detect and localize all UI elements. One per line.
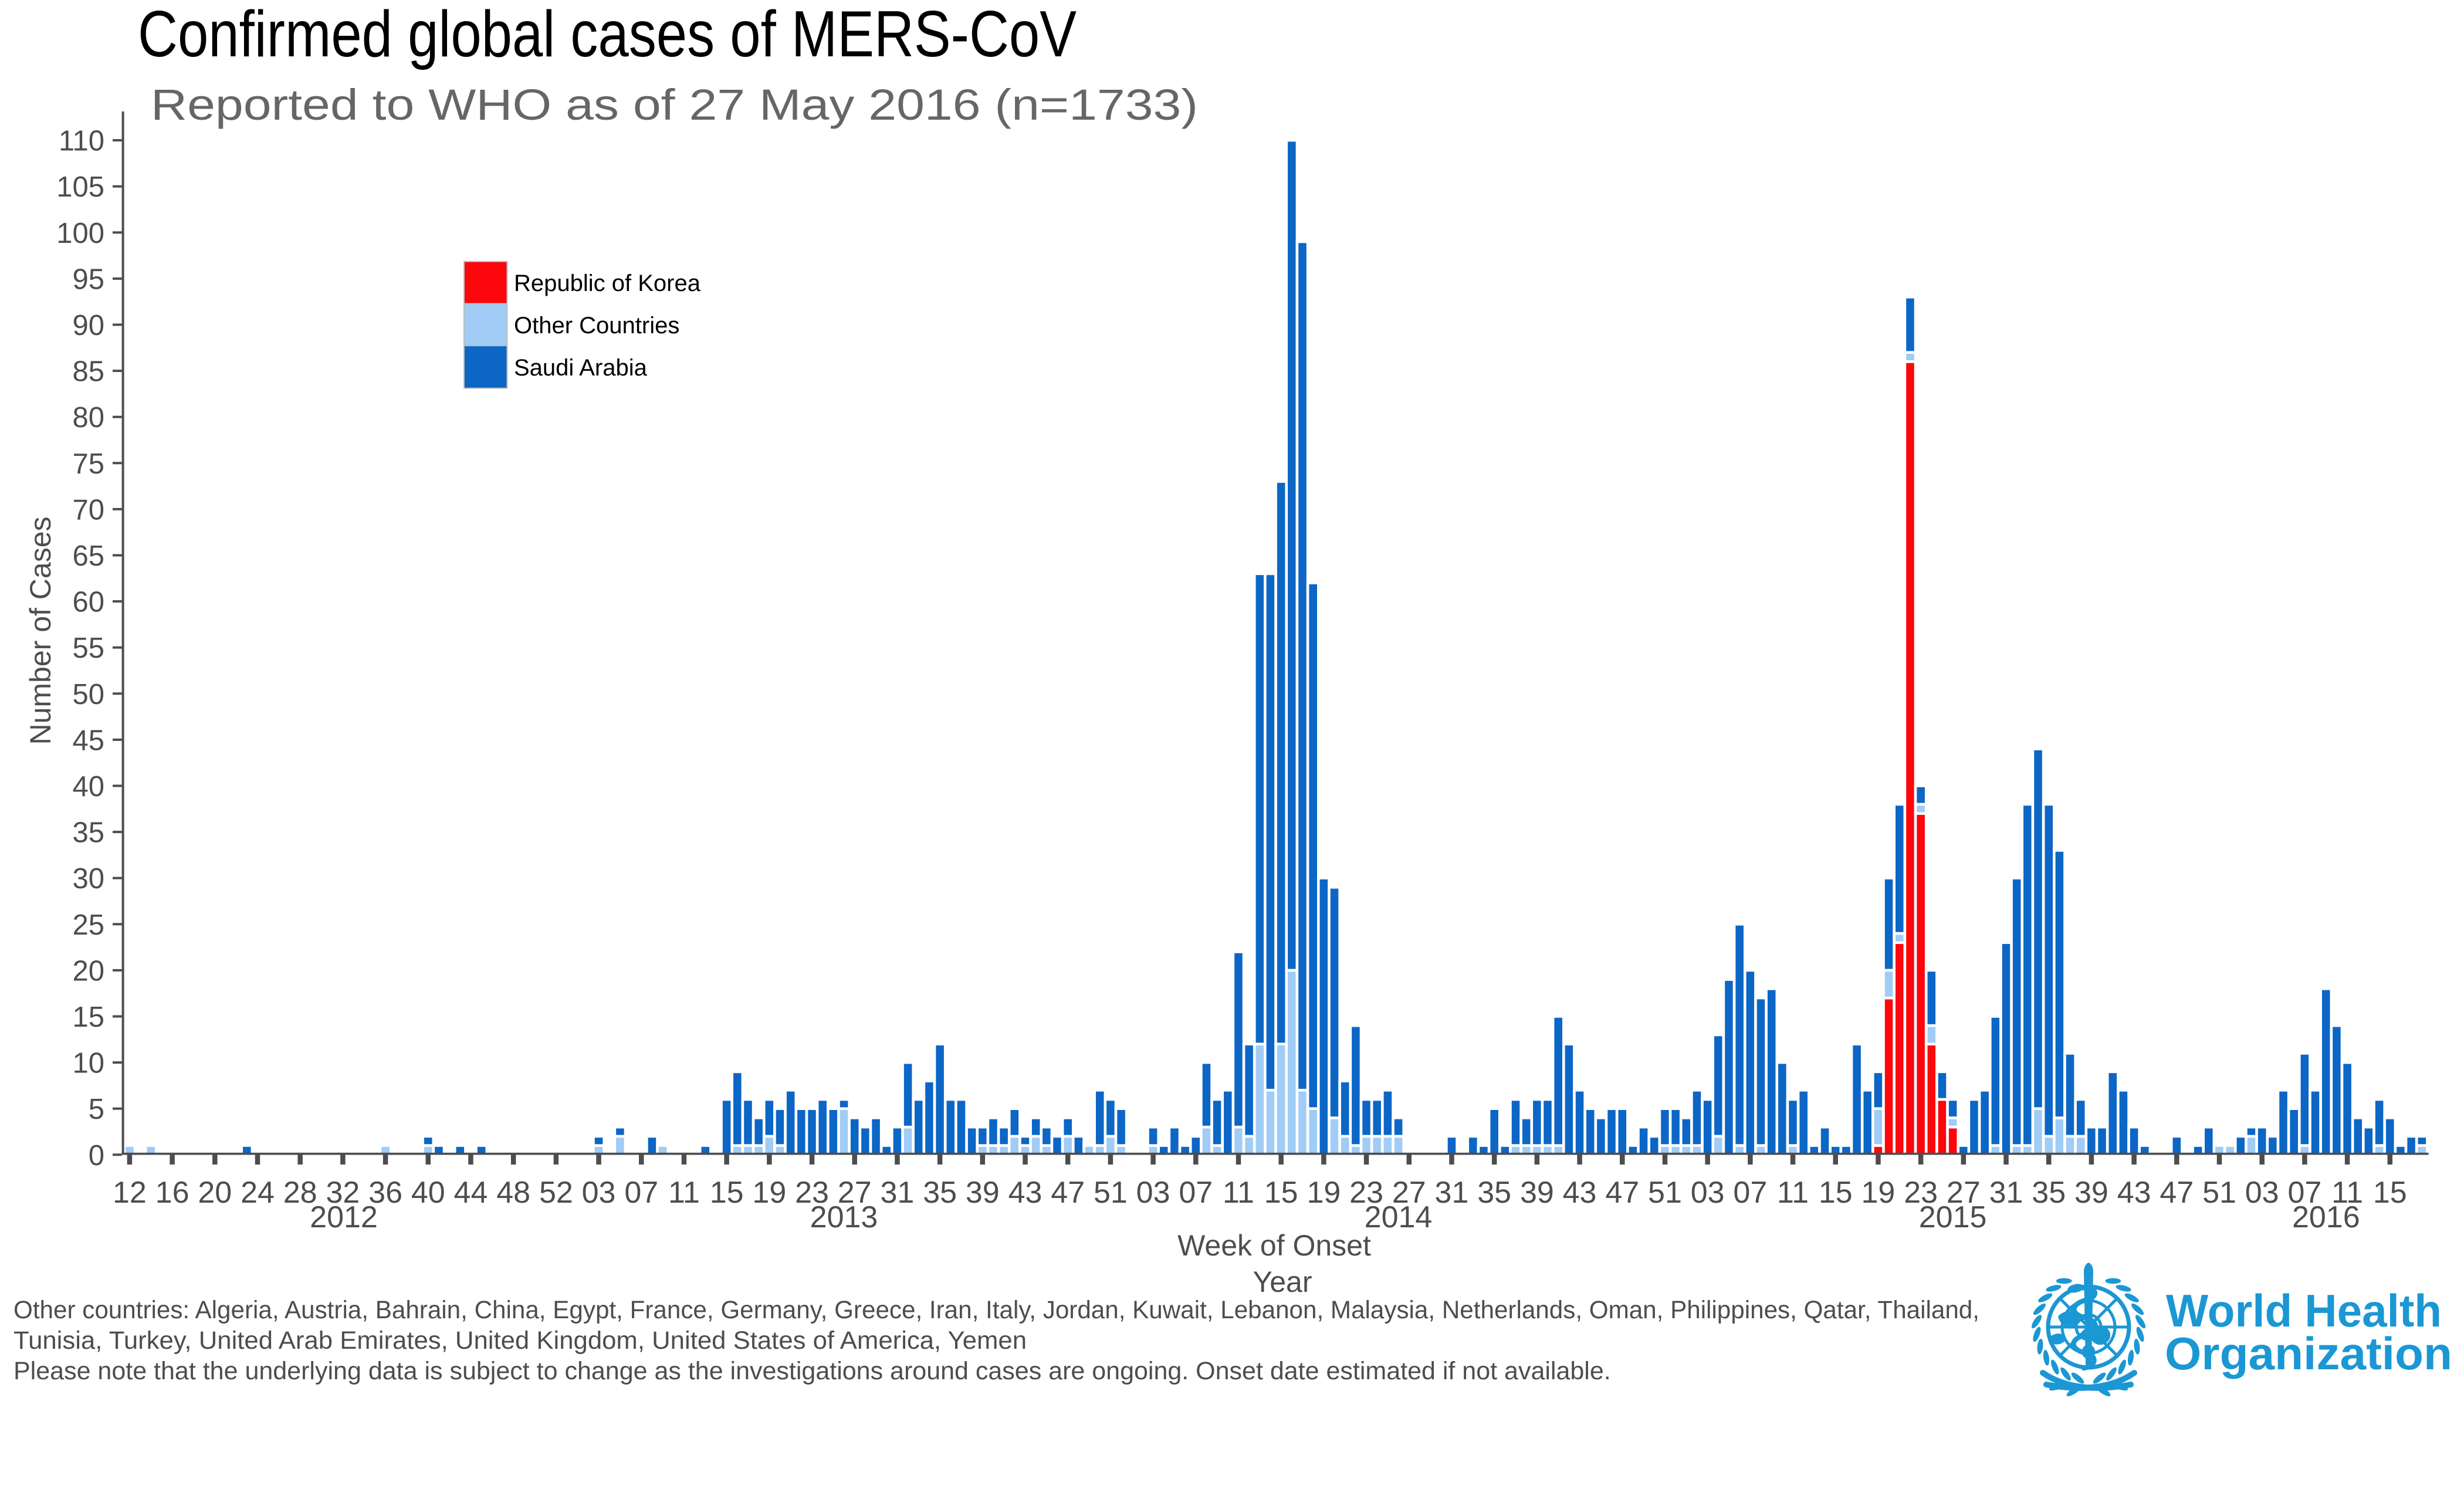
svg-text:07: 07 — [1179, 1176, 1213, 1210]
svg-text:11: 11 — [668, 1176, 700, 1210]
svg-text:03: 03 — [1136, 1176, 1170, 1210]
svg-text:65: 65 — [72, 540, 104, 572]
svg-text:15: 15 — [1819, 1176, 1853, 1210]
svg-text:27: 27 — [1392, 1176, 1426, 1210]
svg-text:19: 19 — [1307, 1176, 1341, 1210]
svg-text:19: 19 — [1861, 1176, 1896, 1210]
svg-text:55: 55 — [72, 632, 104, 664]
svg-text:51: 51 — [1094, 1176, 1128, 1210]
svg-text:23: 23 — [795, 1176, 829, 1210]
svg-text:15: 15 — [1264, 1176, 1298, 1210]
svg-text:35: 35 — [1477, 1176, 1511, 1210]
svg-text:11: 11 — [1223, 1176, 1254, 1210]
svg-text:10: 10 — [72, 1048, 104, 1079]
svg-text:48: 48 — [496, 1176, 530, 1210]
svg-text:15: 15 — [2373, 1176, 2407, 1210]
svg-text:Reported to WHO as of 27 May 2: Reported to WHO as of 27 May 2016 (n=173… — [151, 80, 1198, 129]
svg-text:2014: 2014 — [1365, 1200, 1433, 1234]
svg-text:2015: 2015 — [1919, 1200, 1987, 1234]
svg-text:Other countries: Algeria, Aust: Other countries: Algeria, Austria, Bahra… — [13, 1296, 1979, 1324]
svg-text:Number of Cases: Number of Cases — [24, 516, 57, 744]
svg-text:Week of Onset: Week of Onset — [1177, 1229, 1371, 1262]
svg-text:47: 47 — [1051, 1176, 1085, 1210]
svg-text:105: 105 — [56, 171, 104, 203]
svg-text:Please note that the underlyin: Please note that the underlying data is … — [13, 1357, 1611, 1385]
svg-text:19: 19 — [752, 1176, 786, 1210]
svg-text:20: 20 — [198, 1176, 232, 1210]
svg-text:39: 39 — [966, 1176, 1000, 1210]
svg-text:11: 11 — [2331, 1176, 2363, 1210]
svg-text:43: 43 — [1008, 1176, 1043, 1210]
svg-text:35: 35 — [2032, 1176, 2066, 1210]
svg-text:07: 07 — [624, 1176, 658, 1210]
svg-text:Republic of Korea: Republic of Korea — [514, 270, 701, 296]
svg-text:35: 35 — [72, 817, 104, 849]
svg-text:15: 15 — [72, 1001, 104, 1033]
svg-text:27: 27 — [1947, 1176, 1981, 1210]
svg-text:07: 07 — [2287, 1176, 2321, 1210]
svg-text:50: 50 — [72, 679, 104, 710]
svg-text:51: 51 — [2202, 1176, 2236, 1210]
svg-text:43: 43 — [2117, 1176, 2151, 1210]
svg-text:07: 07 — [1733, 1176, 1767, 1210]
svg-text:12: 12 — [113, 1176, 147, 1210]
svg-text:47: 47 — [1605, 1176, 1639, 1210]
svg-text:16: 16 — [155, 1176, 189, 1210]
svg-text:85: 85 — [72, 356, 104, 388]
svg-text:11: 11 — [1777, 1176, 1809, 1210]
svg-text:39: 39 — [2074, 1176, 2108, 1210]
svg-text:Other Countries: Other Countries — [514, 313, 679, 339]
svg-text:60: 60 — [72, 587, 104, 618]
svg-text:31: 31 — [881, 1176, 915, 1210]
svg-text:36: 36 — [368, 1176, 402, 1210]
svg-text:40: 40 — [411, 1176, 445, 1210]
svg-text:51: 51 — [1648, 1176, 1682, 1210]
svg-text:World Health: World Health — [2166, 1285, 2442, 1336]
svg-text:2012: 2012 — [310, 1200, 378, 1234]
svg-text:75: 75 — [72, 448, 104, 480]
svg-text:45: 45 — [72, 725, 104, 756]
svg-text:25: 25 — [72, 909, 104, 941]
svg-text:100: 100 — [56, 218, 104, 249]
svg-text:80: 80 — [72, 402, 104, 434]
svg-text:28: 28 — [283, 1176, 317, 1210]
svg-text:95: 95 — [72, 263, 104, 295]
svg-text:Confirmed global cases of MERS: Confirmed global cases of MERS-CoV — [138, 0, 1077, 70]
svg-text:03: 03 — [1691, 1176, 1725, 1210]
svg-text:43: 43 — [1563, 1176, 1597, 1210]
svg-text:Organization: Organization — [2165, 1328, 2452, 1379]
svg-text:23: 23 — [1904, 1176, 1938, 1210]
svg-text:23: 23 — [1349, 1176, 1383, 1210]
svg-text:Saudi Arabia: Saudi Arabia — [514, 355, 648, 381]
svg-text:90: 90 — [72, 310, 104, 341]
svg-text:5: 5 — [89, 1094, 104, 1125]
svg-text:Tunisia, Turkey, United Arab E: Tunisia, Turkey, United Arab Emirates, U… — [13, 1326, 1027, 1355]
svg-text:20: 20 — [72, 955, 104, 987]
svg-text:110: 110 — [59, 126, 104, 157]
svg-text:70: 70 — [72, 494, 104, 526]
svg-text:03: 03 — [2245, 1176, 2279, 1210]
svg-text:30: 30 — [72, 863, 104, 895]
svg-text:32: 32 — [326, 1176, 360, 1210]
svg-text:15: 15 — [710, 1176, 744, 1210]
svg-text:Year: Year — [1253, 1265, 1312, 1298]
svg-text:2013: 2013 — [810, 1200, 878, 1234]
svg-text:52: 52 — [539, 1176, 573, 1210]
svg-text:0: 0 — [89, 1140, 104, 1172]
svg-text:03: 03 — [582, 1176, 616, 1210]
svg-text:27: 27 — [838, 1176, 872, 1210]
svg-text:47: 47 — [2160, 1176, 2194, 1210]
svg-text:2016: 2016 — [2292, 1200, 2360, 1234]
svg-text:39: 39 — [1520, 1176, 1554, 1210]
svg-text:24: 24 — [241, 1176, 275, 1210]
svg-text:44: 44 — [454, 1176, 488, 1210]
svg-text:35: 35 — [923, 1176, 957, 1210]
svg-text:31: 31 — [1989, 1176, 2023, 1210]
svg-text:31: 31 — [1435, 1176, 1469, 1210]
svg-text:40: 40 — [72, 771, 104, 803]
